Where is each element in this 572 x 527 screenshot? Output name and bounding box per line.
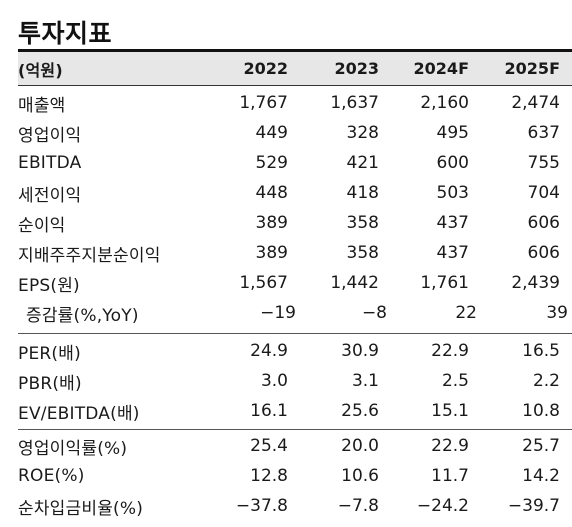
row-value: 22 [455, 303, 477, 323]
row-value: 16.1 [250, 401, 288, 421]
row-value: 637 [527, 123, 560, 143]
row-value: 22.9 [431, 436, 469, 456]
table-header-row: (억원) 2022 2023 2024F 2025F [18, 52, 572, 85]
row-label: 순이익 [18, 215, 66, 236]
row-label: PER(배) [18, 343, 81, 364]
table-row: ROE(%) 12.8 10.6 11.7 14.2 [18, 461, 572, 491]
row-value: 606 [527, 213, 560, 233]
row-value: 437 [436, 243, 469, 263]
row-value: 25.4 [250, 436, 288, 456]
unit-label: (억원) [18, 60, 63, 80]
row-value: 328 [346, 123, 379, 143]
row-value: 448 [255, 183, 288, 203]
row-value: −39.7 [507, 496, 560, 516]
row-value: 529 [255, 153, 288, 173]
row-label: 순차입금비율(%) [18, 498, 144, 519]
row-value: 1,761 [420, 273, 469, 293]
table-row: EV/EBITDA(배) 16.1 25.6 15.1 10.8 [18, 396, 572, 426]
row-value: 755 [527, 153, 560, 173]
row-value: 10.8 [522, 401, 560, 421]
row-value: 25.6 [341, 401, 379, 421]
row-value: 2.5 [441, 371, 469, 391]
row-value: 30.9 [341, 341, 379, 361]
row-value: 39 [546, 303, 568, 323]
row-value: 2.2 [532, 371, 560, 391]
table-row: PER(배) 24.9 30.9 22.9 16.5 [18, 336, 572, 366]
row-value: 606 [527, 243, 560, 263]
row-label: EV/EBITDA(배) [18, 403, 140, 424]
table-row: PBR(배) 3.0 3.1 2.5 2.2 [18, 366, 572, 396]
row-value: 358 [346, 243, 379, 263]
row-value: −19 [260, 303, 296, 323]
year-header: 2022 [243, 59, 288, 78]
row-value: −8 [361, 303, 387, 323]
row-value: −7.8 [337, 496, 379, 516]
row-value: 16.5 [522, 341, 560, 361]
row-value: 24.9 [250, 341, 288, 361]
row-value: 3.1 [351, 371, 379, 391]
row-value: 1,767 [239, 93, 288, 113]
row-value: 1,637 [330, 93, 379, 113]
table-row: 지배주주지분순이익 389 358 437 606 [18, 238, 572, 268]
row-label: 세전이익 [18, 185, 82, 206]
row-value: 503 [436, 183, 469, 203]
row-label: EPS(원) [18, 275, 80, 296]
row-value: 14.2 [522, 466, 560, 486]
row-value: 25.7 [522, 436, 560, 456]
year-header: 2023 [334, 59, 379, 78]
row-value: 11.7 [431, 466, 469, 486]
year-header: 2024F [413, 59, 469, 78]
row-value: 15.1 [431, 401, 469, 421]
row-label: 지배주주지분순이익 [18, 245, 161, 266]
row-value: 2,160 [420, 93, 469, 113]
header-background [18, 52, 572, 86]
row-label: 영업이익률(%) [18, 438, 128, 459]
row-value: 12.8 [250, 466, 288, 486]
section-divider [18, 429, 572, 430]
row-value: −37.8 [235, 496, 288, 516]
title-divider [18, 49, 572, 52]
table-row: 영업이익률(%) 25.4 20.0 22.9 25.7 [18, 431, 572, 461]
row-value: 600 [436, 153, 469, 173]
row-value: 20.0 [341, 436, 379, 456]
row-value: 358 [346, 213, 379, 233]
row-value: 704 [527, 183, 560, 203]
table-title: 투자지표 [18, 19, 113, 48]
row-value: 10.6 [341, 466, 379, 486]
row-value: 418 [346, 183, 379, 203]
table-row: 세전이익 448 418 503 704 [18, 178, 572, 208]
row-value: 421 [346, 153, 379, 173]
row-value: 495 [436, 123, 469, 143]
table-row: 매출액 1,767 1,637 2,160 2,474 [18, 88, 572, 118]
row-value: 1,567 [239, 273, 288, 293]
row-value: 389 [255, 243, 288, 263]
row-value: 3.0 [260, 371, 288, 391]
table-row: 영업이익 449 328 495 637 [18, 118, 572, 148]
row-label: EBITDA [18, 153, 82, 173]
row-label: 매출액 [18, 95, 66, 116]
row-label: ROE(%) [18, 466, 85, 486]
row-label: 영업이익 [18, 125, 82, 146]
row-value: 2,474 [511, 93, 560, 113]
row-value: 2,439 [511, 273, 560, 293]
row-value: 389 [255, 213, 288, 233]
year-header: 2025F [504, 59, 560, 78]
row-value: 449 [255, 123, 288, 143]
table-row: 순이익 389 358 437 606 [18, 208, 572, 238]
table-row: EBITDA 529 421 600 755 [18, 148, 572, 178]
row-value: 22.9 [431, 341, 469, 361]
row-value: 1,442 [330, 273, 379, 293]
table-row: 순차입금비율(%) −37.8 −7.8 −24.2 −39.7 [18, 491, 572, 521]
section-divider [18, 333, 572, 334]
table-row: 증감률(%,YoY) −19 −8 22 39 [18, 298, 572, 328]
row-label: 증감률(%,YoY) [26, 305, 139, 326]
row-label: PBR(배) [18, 373, 82, 394]
row-value: 437 [436, 213, 469, 233]
row-value: −24.2 [416, 496, 469, 516]
table-row: EPS(원) 1,567 1,442 1,761 2,439 [18, 268, 572, 298]
